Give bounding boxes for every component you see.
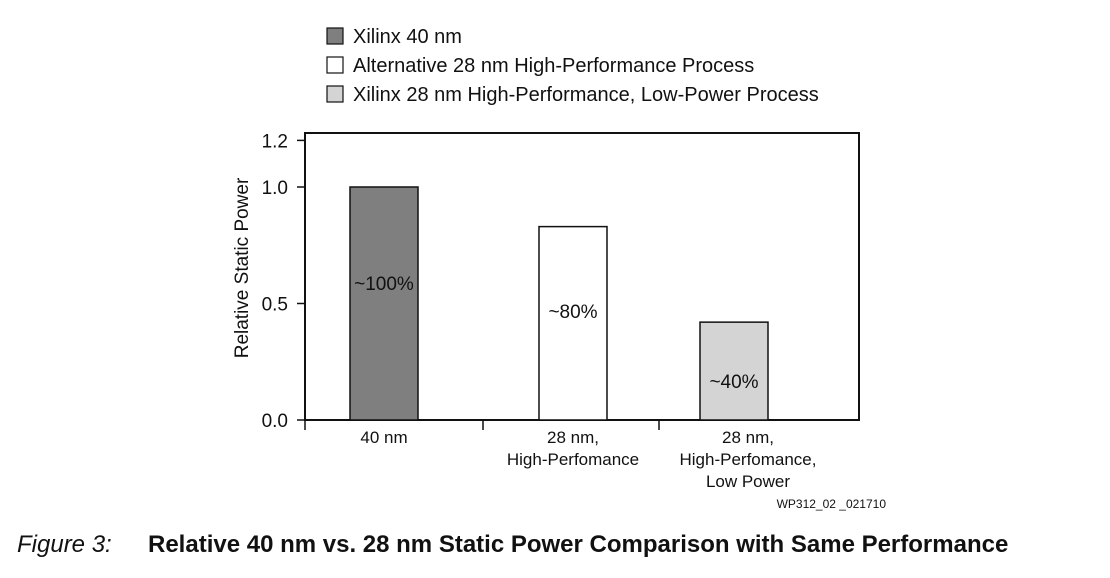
bar-data-label: ~100%: [354, 274, 414, 295]
y-axis-label: Relative Static Power: [232, 177, 253, 358]
y-tick-label: 1.2: [262, 131, 288, 152]
legend-swatch: [326, 56, 344, 74]
legend-swatch: [326, 85, 344, 103]
legend-swatch: [326, 27, 344, 45]
legend-entry: Alternative 28 nm High-Performance Proce…: [353, 55, 754, 77]
y-tick-label: 0.0: [262, 411, 288, 432]
legend-entry: Xilinx 40 nm: [353, 26, 462, 48]
x-tick-label: 28 nm, High-Perfomance: [507, 428, 639, 469]
bar: [349, 186, 419, 421]
bar: [538, 225, 608, 421]
bar: [699, 321, 769, 421]
bar-data-label: ~80%: [548, 302, 597, 323]
legend-entry: Xilinx 28 nm High-Performance, Low-Power…: [353, 84, 819, 106]
chart-legend: Xilinx 40 nm Alternative 28 nm High-Perfo…: [326, 26, 819, 106]
bars: ~100% ~80% ~40%: [349, 186, 769, 421]
x-tick-label: 28 nm, High-Perfomance, Low Power: [679, 428, 816, 491]
bar-data-label: ~40%: [709, 372, 758, 393]
x-axis: 40 nm 28 nm, High-Perfomance 28 nm, High-Per…: [304, 420, 817, 491]
figure-code: WP312_02 _021710: [777, 497, 887, 511]
caption-number: Figure 3:: [17, 531, 112, 558]
x-tick-label: 40 nm: [360, 428, 407, 447]
y-tick-label: 0.5: [262, 295, 288, 316]
caption-title: Relative 40 nm vs. 28 nm Static Power Co…: [148, 531, 1008, 558]
y-axis: 0.0 0.5 1.0 1.2: [262, 131, 305, 432]
y-tick-label: 1.0: [262, 178, 288, 199]
